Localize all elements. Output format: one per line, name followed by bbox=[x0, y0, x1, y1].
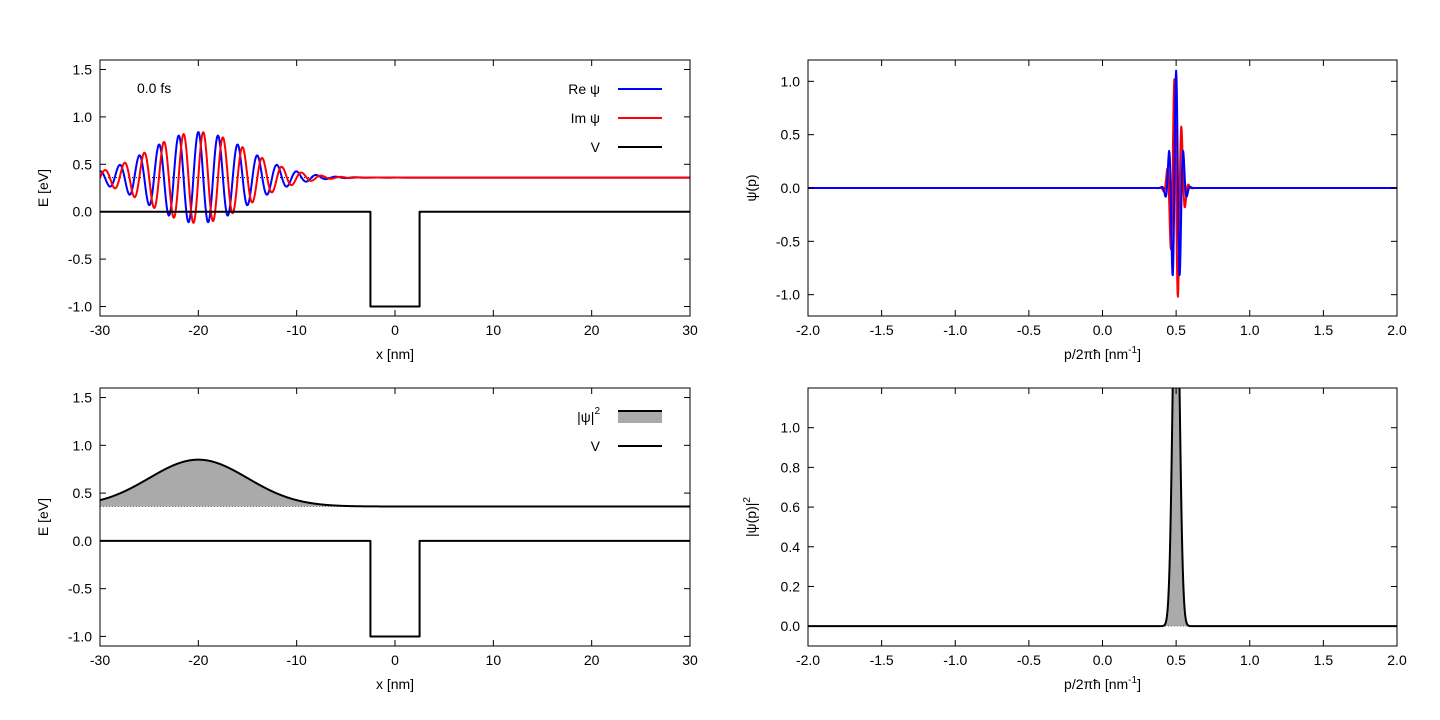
x-tick-label: 2.0 bbox=[1387, 322, 1407, 338]
x-tick-label: 0.5 bbox=[1166, 322, 1186, 338]
x-tick-label: 0 bbox=[391, 322, 399, 338]
x-axis-label-end: ] bbox=[1137, 676, 1141, 692]
panel-top-left: -30 -20 -10 0 10 20 30 -1.0 -0.5 0.0 0.5 1.0 1.5 x [n… bbox=[35, 59, 698, 362]
plot-frame bbox=[807, 387, 1398, 647]
series-line-1 bbox=[100, 539, 690, 638]
x-tick-label: -1.5 bbox=[870, 322, 894, 338]
x-tick-label: 0.0 bbox=[1093, 322, 1113, 338]
x-tick-label: 0 bbox=[391, 652, 399, 668]
y-axis-label: ψ(p) bbox=[743, 174, 759, 201]
y-tick-label: -0.5 bbox=[68, 581, 92, 597]
x-tick-label: 10 bbox=[486, 322, 502, 338]
x-tick-label: -0.5 bbox=[1017, 652, 1041, 668]
time-annotation: 0.0 fs bbox=[137, 80, 171, 96]
y-tick-label: -1.0 bbox=[776, 287, 800, 303]
plot-area bbox=[808, 388, 1397, 628]
x-axis-label-end: ] bbox=[1137, 346, 1141, 362]
legend-label: Re ψ bbox=[568, 81, 600, 97]
series-line-1 bbox=[808, 69, 1397, 277]
y-tick-label: 0.0 bbox=[781, 180, 801, 196]
series-line-2 bbox=[100, 210, 690, 308]
x-tick-label: 0.5 bbox=[1166, 652, 1186, 668]
legend-label: V bbox=[591, 139, 601, 155]
panel-top-right: -2.0 -1.5 -1.0 -0.5 0.0 0.5 1.0 1.5 2.0 -1.0 -0.5 0… bbox=[743, 59, 1407, 362]
y-tick-label: 1.5 bbox=[73, 390, 93, 406]
series-fill-0 bbox=[100, 459, 690, 507]
x-tick-label: -1.0 bbox=[943, 652, 967, 668]
x-tick-label: -2.0 bbox=[796, 652, 820, 668]
y-tick-label: -1.0 bbox=[68, 299, 92, 315]
y-tick-label: 1.0 bbox=[73, 109, 93, 125]
y-tick-label: 1.0 bbox=[73, 437, 93, 453]
series-line-0 bbox=[100, 458, 690, 508]
y-axis-label: E [eV] bbox=[35, 498, 51, 536]
x-tick-label: 10 bbox=[486, 652, 502, 668]
x-tick-label: -2.0 bbox=[796, 322, 820, 338]
y-axis-label-sup: 2 bbox=[742, 497, 753, 503]
y-tick-label: 0.8 bbox=[781, 459, 801, 475]
x-tick-label: -30 bbox=[90, 652, 110, 668]
series-line-0 bbox=[808, 388, 1397, 628]
legend-label-sup: 2 bbox=[594, 406, 600, 417]
panel-bottom-right: -2.0 -1.5 -1.0 -0.5 0.0 0.5 1.0 1.5 2.0 0.0 0.2 0.4… bbox=[742, 387, 1407, 692]
y-tick-label: 0.0 bbox=[73, 533, 93, 549]
x-tick-label: 20 bbox=[584, 652, 600, 668]
x-tick-label: -10 bbox=[287, 652, 307, 668]
y-axis-label: E [eV] bbox=[35, 169, 51, 207]
plot-area bbox=[100, 131, 690, 308]
x-tick-label: 1.0 bbox=[1240, 322, 1260, 338]
series-line-1 bbox=[100, 131, 690, 224]
x-axis-label: p/2πħ [nm-1] bbox=[1064, 675, 1141, 692]
y-tick-label: 0.2 bbox=[781, 578, 801, 594]
x-tick-label: -20 bbox=[188, 322, 208, 338]
x-tick-label: -10 bbox=[287, 322, 307, 338]
y-tick-label: 1.0 bbox=[781, 73, 801, 89]
y-axis-label: |ψ(p)|2 bbox=[742, 497, 759, 537]
x-tick-label: -0.5 bbox=[1017, 322, 1041, 338]
y-tick-label: 0.4 bbox=[781, 539, 801, 555]
x-tick-label: -1.0 bbox=[943, 322, 967, 338]
y-tick-label: 0.5 bbox=[73, 156, 93, 172]
x-axis-label-sup: -1 bbox=[1128, 345, 1137, 356]
y-tick-label: -0.5 bbox=[776, 233, 800, 249]
x-axis-label: p/2πħ [nm-1] bbox=[1064, 345, 1141, 362]
legend-swatch bbox=[618, 411, 662, 423]
x-tick-label: -1.5 bbox=[870, 652, 894, 668]
x-tick-label: 0.0 bbox=[1093, 652, 1113, 668]
y-tick-label: 0.5 bbox=[781, 127, 801, 143]
x-tick-label: 30 bbox=[682, 652, 698, 668]
legend-label: |ψ|2 bbox=[577, 406, 600, 425]
x-tick-label: 20 bbox=[584, 322, 600, 338]
x-tick-label: 2.0 bbox=[1387, 652, 1407, 668]
plot-area bbox=[808, 69, 1397, 298]
plot-frame bbox=[99, 387, 691, 647]
y-tick-label: 1.0 bbox=[781, 420, 801, 436]
y-tick-label: 0.0 bbox=[781, 618, 801, 634]
legend-label: V bbox=[591, 438, 601, 454]
y-tick-label: 1.5 bbox=[73, 61, 93, 77]
x-tick-label: 1.5 bbox=[1314, 322, 1334, 338]
y-tick-label: -0.5 bbox=[68, 251, 92, 267]
x-axis-label-sup: -1 bbox=[1128, 675, 1137, 686]
plot-area bbox=[100, 458, 690, 638]
x-tick-label: 30 bbox=[682, 322, 698, 338]
x-tick-label: 1.0 bbox=[1240, 652, 1260, 668]
y-tick-label: -1.0 bbox=[68, 628, 92, 644]
series-fill-0 bbox=[808, 388, 1397, 627]
x-tick-label: -30 bbox=[90, 322, 110, 338]
y-tick-label: 0.0 bbox=[73, 204, 93, 220]
panel-bottom-left: -30 -20 -10 0 10 20 30 -1.0 -0.5 0.0 0.5 1.0 1.5 x [n… bbox=[35, 387, 698, 692]
x-tick-label: -20 bbox=[188, 652, 208, 668]
legend-label: Im ψ bbox=[571, 110, 600, 126]
x-axis-label: x [nm] bbox=[376, 346, 414, 362]
y-tick-label: 0.6 bbox=[781, 499, 801, 515]
x-tick-label: 1.5 bbox=[1314, 652, 1334, 668]
y-tick-label: 0.5 bbox=[73, 485, 93, 501]
x-axis-label: x [nm] bbox=[376, 676, 414, 692]
